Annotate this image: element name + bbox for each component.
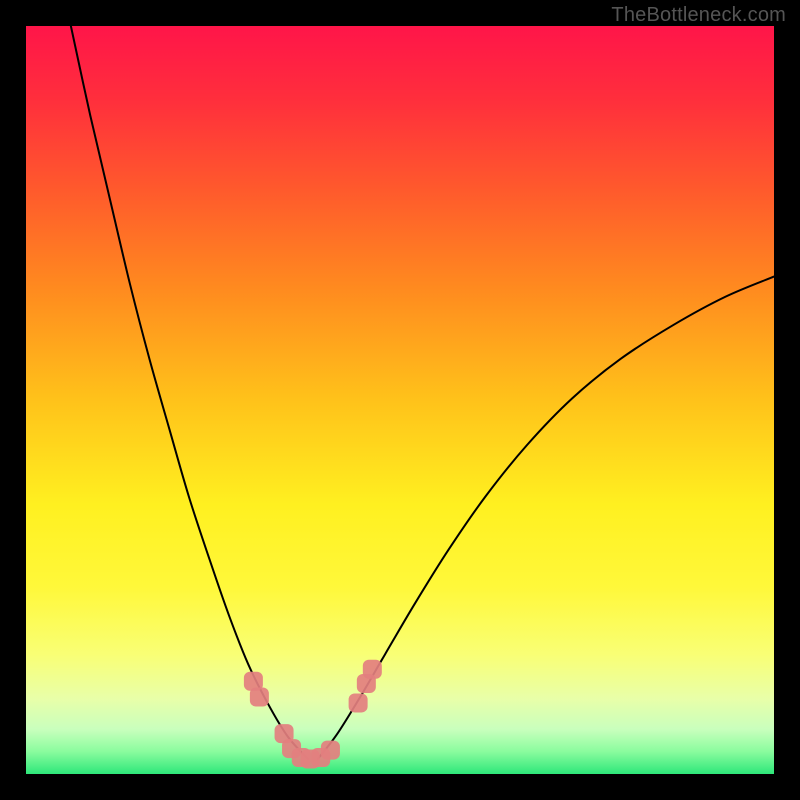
curve-marker bbox=[363, 660, 382, 679]
plot-area bbox=[26, 26, 774, 774]
chart-svg bbox=[26, 26, 774, 774]
watermark-text: TheBottleneck.com bbox=[611, 4, 786, 27]
curve-marker bbox=[250, 687, 269, 706]
curve-marker bbox=[321, 741, 340, 760]
gradient-background bbox=[26, 26, 774, 774]
outer-frame: TheBottleneck.com bbox=[0, 0, 800, 800]
curve-marker bbox=[349, 693, 368, 712]
